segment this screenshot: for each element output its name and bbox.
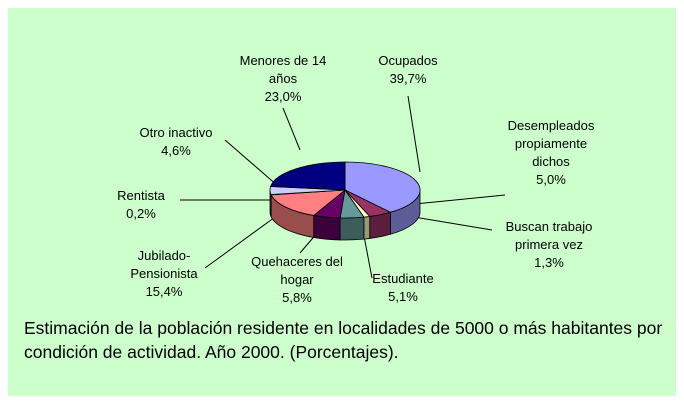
slice (270, 189, 347, 216)
value-label: 4,6% (161, 143, 191, 158)
leader-line (282, 107, 301, 151)
slice-side (363, 215, 371, 240)
value-label: 1,3% (534, 255, 564, 270)
category-label: Jubilado-Pensionista (130, 248, 198, 281)
slice-label: Menores de 14 años 23,0% (233, 52, 333, 106)
slice-label: Jubilado-Pensionista 15,4% (119, 247, 209, 301)
slice-label: Rentista 0,2% (91, 187, 191, 223)
value-label: 5,0% (536, 172, 566, 187)
slice-label: Estudiante 5,1% (353, 270, 453, 306)
slice (344, 161, 421, 213)
slice-label: Otro inactivo 4,6% (126, 124, 226, 160)
value-label: 5,1% (388, 289, 418, 304)
category-label: Otro inactivo (139, 125, 213, 140)
leader-line (224, 139, 279, 187)
slice-label: Buscan trabajo primera vez 1,3% (494, 218, 604, 272)
category-label: Buscan trabajo primera vez (505, 219, 593, 252)
slice-label: Desempleados propiamente dichos 5,0% (496, 117, 606, 189)
chart-title: Estimación de la población residente en … (24, 318, 663, 362)
category-label: Menores de 14 años (239, 53, 327, 86)
slice-side (339, 216, 365, 241)
slice (270, 161, 346, 191)
category-label: Rentista (117, 188, 165, 203)
category-label: Quehaceres del hogar (251, 254, 343, 287)
category-label: Estudiante (372, 271, 434, 286)
slice-side (313, 214, 341, 241)
value-label: 0,2% (126, 206, 156, 221)
value-label: 5,8% (282, 290, 312, 305)
slice-label: Quehaceres del hogar 5,8% (247, 253, 347, 307)
category-label: Desempleados propiamente dichos (507, 118, 595, 169)
value-label: 23,0% (264, 89, 302, 104)
leader-line (204, 211, 283, 269)
leader-line (407, 95, 421, 173)
slice-label: Ocupados 39,7% (358, 52, 458, 88)
value-label: 15,4% (145, 284, 183, 299)
category-label: Ocupados (378, 53, 438, 68)
value-label: 39,7% (389, 71, 427, 86)
